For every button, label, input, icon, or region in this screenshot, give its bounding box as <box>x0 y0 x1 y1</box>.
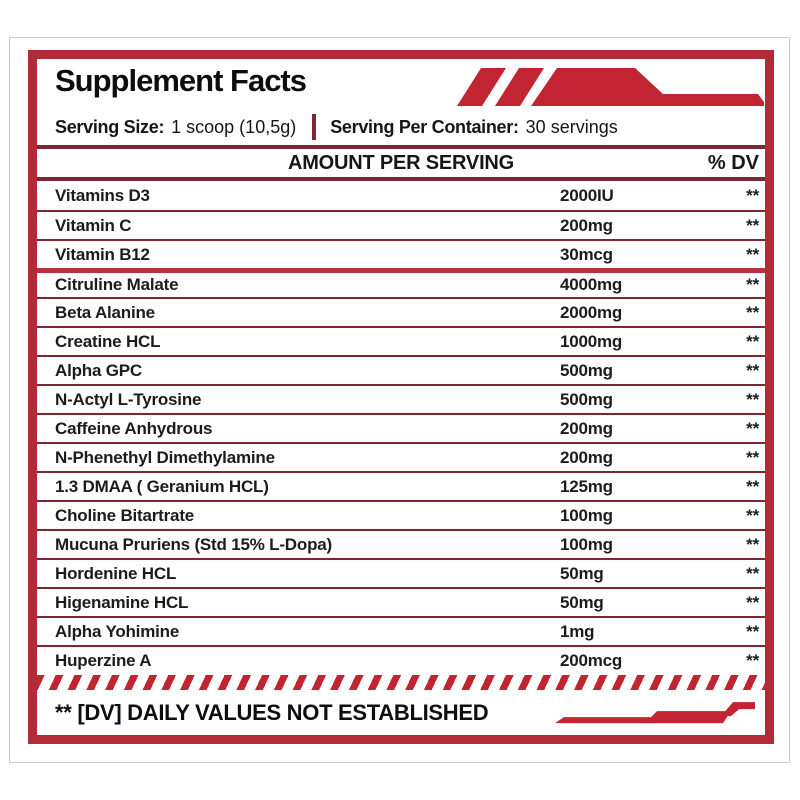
table-row: N-Actyl L-Tyrosine 500mg ** <box>37 384 765 413</box>
table-row: Alpha Yohimine 1mg ** <box>37 616 765 645</box>
ingredient-dv: ** <box>746 621 759 641</box>
ingredient-name: Higenamine HCL <box>55 592 189 612</box>
ingredient-amount: 100mg <box>560 534 613 554</box>
ingredient-amount: 2000mg <box>560 302 623 322</box>
ingredient-amount: 50mg <box>560 592 604 612</box>
percent-dv-header: % DV <box>707 151 759 174</box>
ingredient-name: Alpha Yohimine <box>55 621 180 641</box>
ingredient-dv: ** <box>746 476 759 496</box>
table-row: Higenamine HCL 50mg ** <box>37 587 765 616</box>
table-row: Vitamin C 200mg ** <box>37 210 765 239</box>
ingredient-dv: ** <box>746 563 759 583</box>
ingredient-dv: ** <box>746 592 759 612</box>
table-row: Citruline Malate 4000mg ** <box>37 268 765 297</box>
table-row: Huperzine A 200mcg ** <box>37 645 765 674</box>
table-row: Mucuna Pruriens (Std 15% L-Dopa) 100mg *… <box>37 529 765 558</box>
ingredient-amount: 50mg <box>560 563 604 583</box>
ingredient-name: Choline Bitartrate <box>55 505 195 525</box>
ingredient-amount: 200mg <box>560 215 613 235</box>
table-row: Creatine HCL 1000mg ** <box>37 326 765 355</box>
servings-per-container-value: 30 servings <box>525 116 618 137</box>
ingredient-dv: ** <box>746 185 759 205</box>
ingredient-name: Vitamin C <box>55 215 132 235</box>
ingredient-dv: ** <box>746 389 759 409</box>
hazard-stripes-band <box>37 675 765 690</box>
ingredient-amount: 4000mg <box>560 275 623 294</box>
stepped-bar-accent-icon <box>555 701 755 723</box>
amount-per-serving-header: AMOUNT PER SERVING <box>287 151 515 174</box>
ingredient-name: Citruline Malate <box>55 275 179 294</box>
serving-info-bar: Serving Size: 1 scoop (10,5g) Serving Pe… <box>37 109 765 145</box>
table-row: 1.3 DMAA ( Geranium HCL) 125mg ** <box>37 471 765 500</box>
daily-values-footnote: ** [DV] DAILY VALUES NOT ESTABLISHED <box>55 699 489 725</box>
ingredient-amount: 500mg <box>560 360 613 380</box>
ingredient-amount: 200mcg <box>560 650 623 670</box>
facts-rows: Vitamins D3 2000IU ** Vitamin C 200mg **… <box>37 181 765 674</box>
ingredient-name: Beta Alanine <box>55 302 155 322</box>
ingredient-name: Caffeine Anhydrous <box>55 418 213 438</box>
ingredient-name: Creatine HCL <box>55 331 161 351</box>
ingredient-name: N-Actyl L-Tyrosine <box>55 389 202 409</box>
ingredient-name: N-Phenethyl Dimethylamine <box>55 447 275 467</box>
ingredient-dv: ** <box>746 244 759 264</box>
ingredient-name: Mucuna Pruriens (Std 15% L-Dopa) <box>55 534 332 554</box>
ingredient-name: 1.3 DMAA ( Geranium HCL) <box>55 476 269 496</box>
ingredient-amount: 200mg <box>560 418 613 438</box>
panel-header: Supplement Facts <box>37 59 765 109</box>
table-row: Vitamins D3 2000IU ** <box>37 181 765 210</box>
ingredient-name: Hordenine HCL <box>55 563 177 583</box>
ingredient-dv: ** <box>746 275 759 294</box>
panel-title: Supplement Facts <box>55 63 307 98</box>
ingredient-dv: ** <box>746 447 759 467</box>
table-row: Beta Alanine 2000mg ** <box>37 297 765 326</box>
vertical-divider <box>312 114 317 140</box>
ingredient-amount: 1000mg <box>560 331 623 351</box>
table-header: AMOUNT PER SERVING % DV <box>37 145 765 181</box>
ingredient-amount: 30mcg <box>560 244 613 264</box>
ingredient-name: Huperzine A <box>55 650 152 670</box>
ingredient-amount: 125mg <box>560 476 613 496</box>
serving-size-value: 1 scoop (10,5g) <box>171 116 297 137</box>
ingredient-dv: ** <box>746 302 759 322</box>
servings-per-container-label: Serving Per Container: <box>330 116 519 137</box>
table-row: Hordenine HCL 50mg ** <box>37 558 765 587</box>
ingredient-dv: ** <box>746 650 759 670</box>
supplement-facts-panel: Supplement Facts Serving Size: 1 scoop (… <box>28 50 774 744</box>
ingredient-dv: ** <box>746 215 759 235</box>
ingredient-amount: 2000IU <box>560 185 614 205</box>
ingredient-dv: ** <box>746 418 759 438</box>
table-row: N-Phenethyl Dimethylamine 200mg ** <box>37 442 765 471</box>
ingredient-dv: ** <box>746 534 759 554</box>
ingredient-dv: ** <box>746 331 759 351</box>
ingredient-dv: ** <box>746 360 759 380</box>
serving-size-label: Serving Size: <box>55 116 165 137</box>
speed-stripes-logo-icon <box>457 68 764 106</box>
table-row: Vitamin B12 30mcg ** <box>37 239 765 268</box>
ingredient-amount: 100mg <box>560 505 613 525</box>
ingredient-amount: 200mg <box>560 447 613 467</box>
panel-footer: ** [DV] DAILY VALUES NOT ESTABLISHED <box>37 690 765 735</box>
table-row: Caffeine Anhydrous 200mg ** <box>37 413 765 442</box>
ingredient-dv: ** <box>746 505 759 525</box>
table-row: Choline Bitartrate 100mg ** <box>37 500 765 529</box>
ingredient-name: Alpha GPC <box>55 360 142 380</box>
ingredient-name: Vitamins D3 <box>55 185 150 205</box>
ingredient-amount: 500mg <box>560 389 613 409</box>
table-row: Alpha GPC 500mg ** <box>37 355 765 384</box>
ingredient-name: Vitamin B12 <box>55 244 150 264</box>
ingredient-amount: 1mg <box>560 621 595 641</box>
scan-page-edge <box>9 37 790 763</box>
